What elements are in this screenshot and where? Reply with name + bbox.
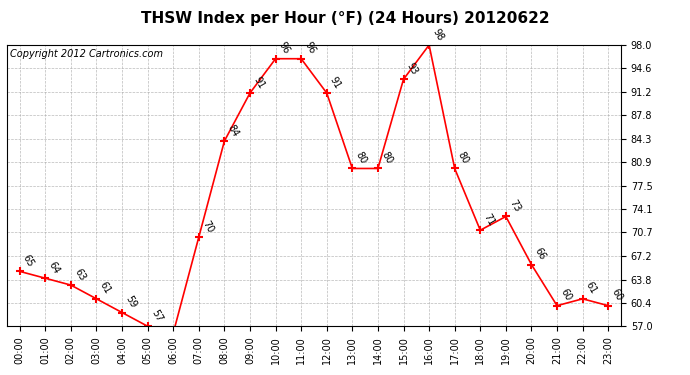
Text: 84: 84 xyxy=(226,123,241,138)
Text: 60: 60 xyxy=(609,287,624,303)
Text: 73: 73 xyxy=(507,198,522,214)
Text: 61: 61 xyxy=(98,280,112,296)
Text: 61: 61 xyxy=(584,280,599,296)
Text: 56: 56 xyxy=(0,374,1,375)
Text: 59: 59 xyxy=(124,294,138,310)
Text: 91: 91 xyxy=(328,75,343,90)
Text: THSW Index per Hour (°F) (24 Hours) 20120622: THSW Index per Hour (°F) (24 Hours) 2012… xyxy=(141,11,549,26)
Text: 80: 80 xyxy=(354,150,368,166)
Text: 98: 98 xyxy=(431,27,445,42)
Text: 60: 60 xyxy=(558,287,573,303)
Text: 63: 63 xyxy=(72,267,87,282)
Text: 80: 80 xyxy=(380,150,394,166)
Text: 65: 65 xyxy=(21,253,36,268)
Text: 66: 66 xyxy=(533,246,548,262)
Text: 70: 70 xyxy=(200,219,215,234)
Text: 96: 96 xyxy=(302,40,317,56)
Text: 57: 57 xyxy=(149,308,164,324)
Text: 91: 91 xyxy=(251,75,266,90)
Text: 64: 64 xyxy=(47,260,61,276)
Text: Copyright 2012 Cartronics.com: Copyright 2012 Cartronics.com xyxy=(10,49,163,59)
Text: 93: 93 xyxy=(405,61,420,76)
Text: 80: 80 xyxy=(456,150,471,166)
Text: 71: 71 xyxy=(482,212,497,227)
Text: 96: 96 xyxy=(277,40,292,56)
